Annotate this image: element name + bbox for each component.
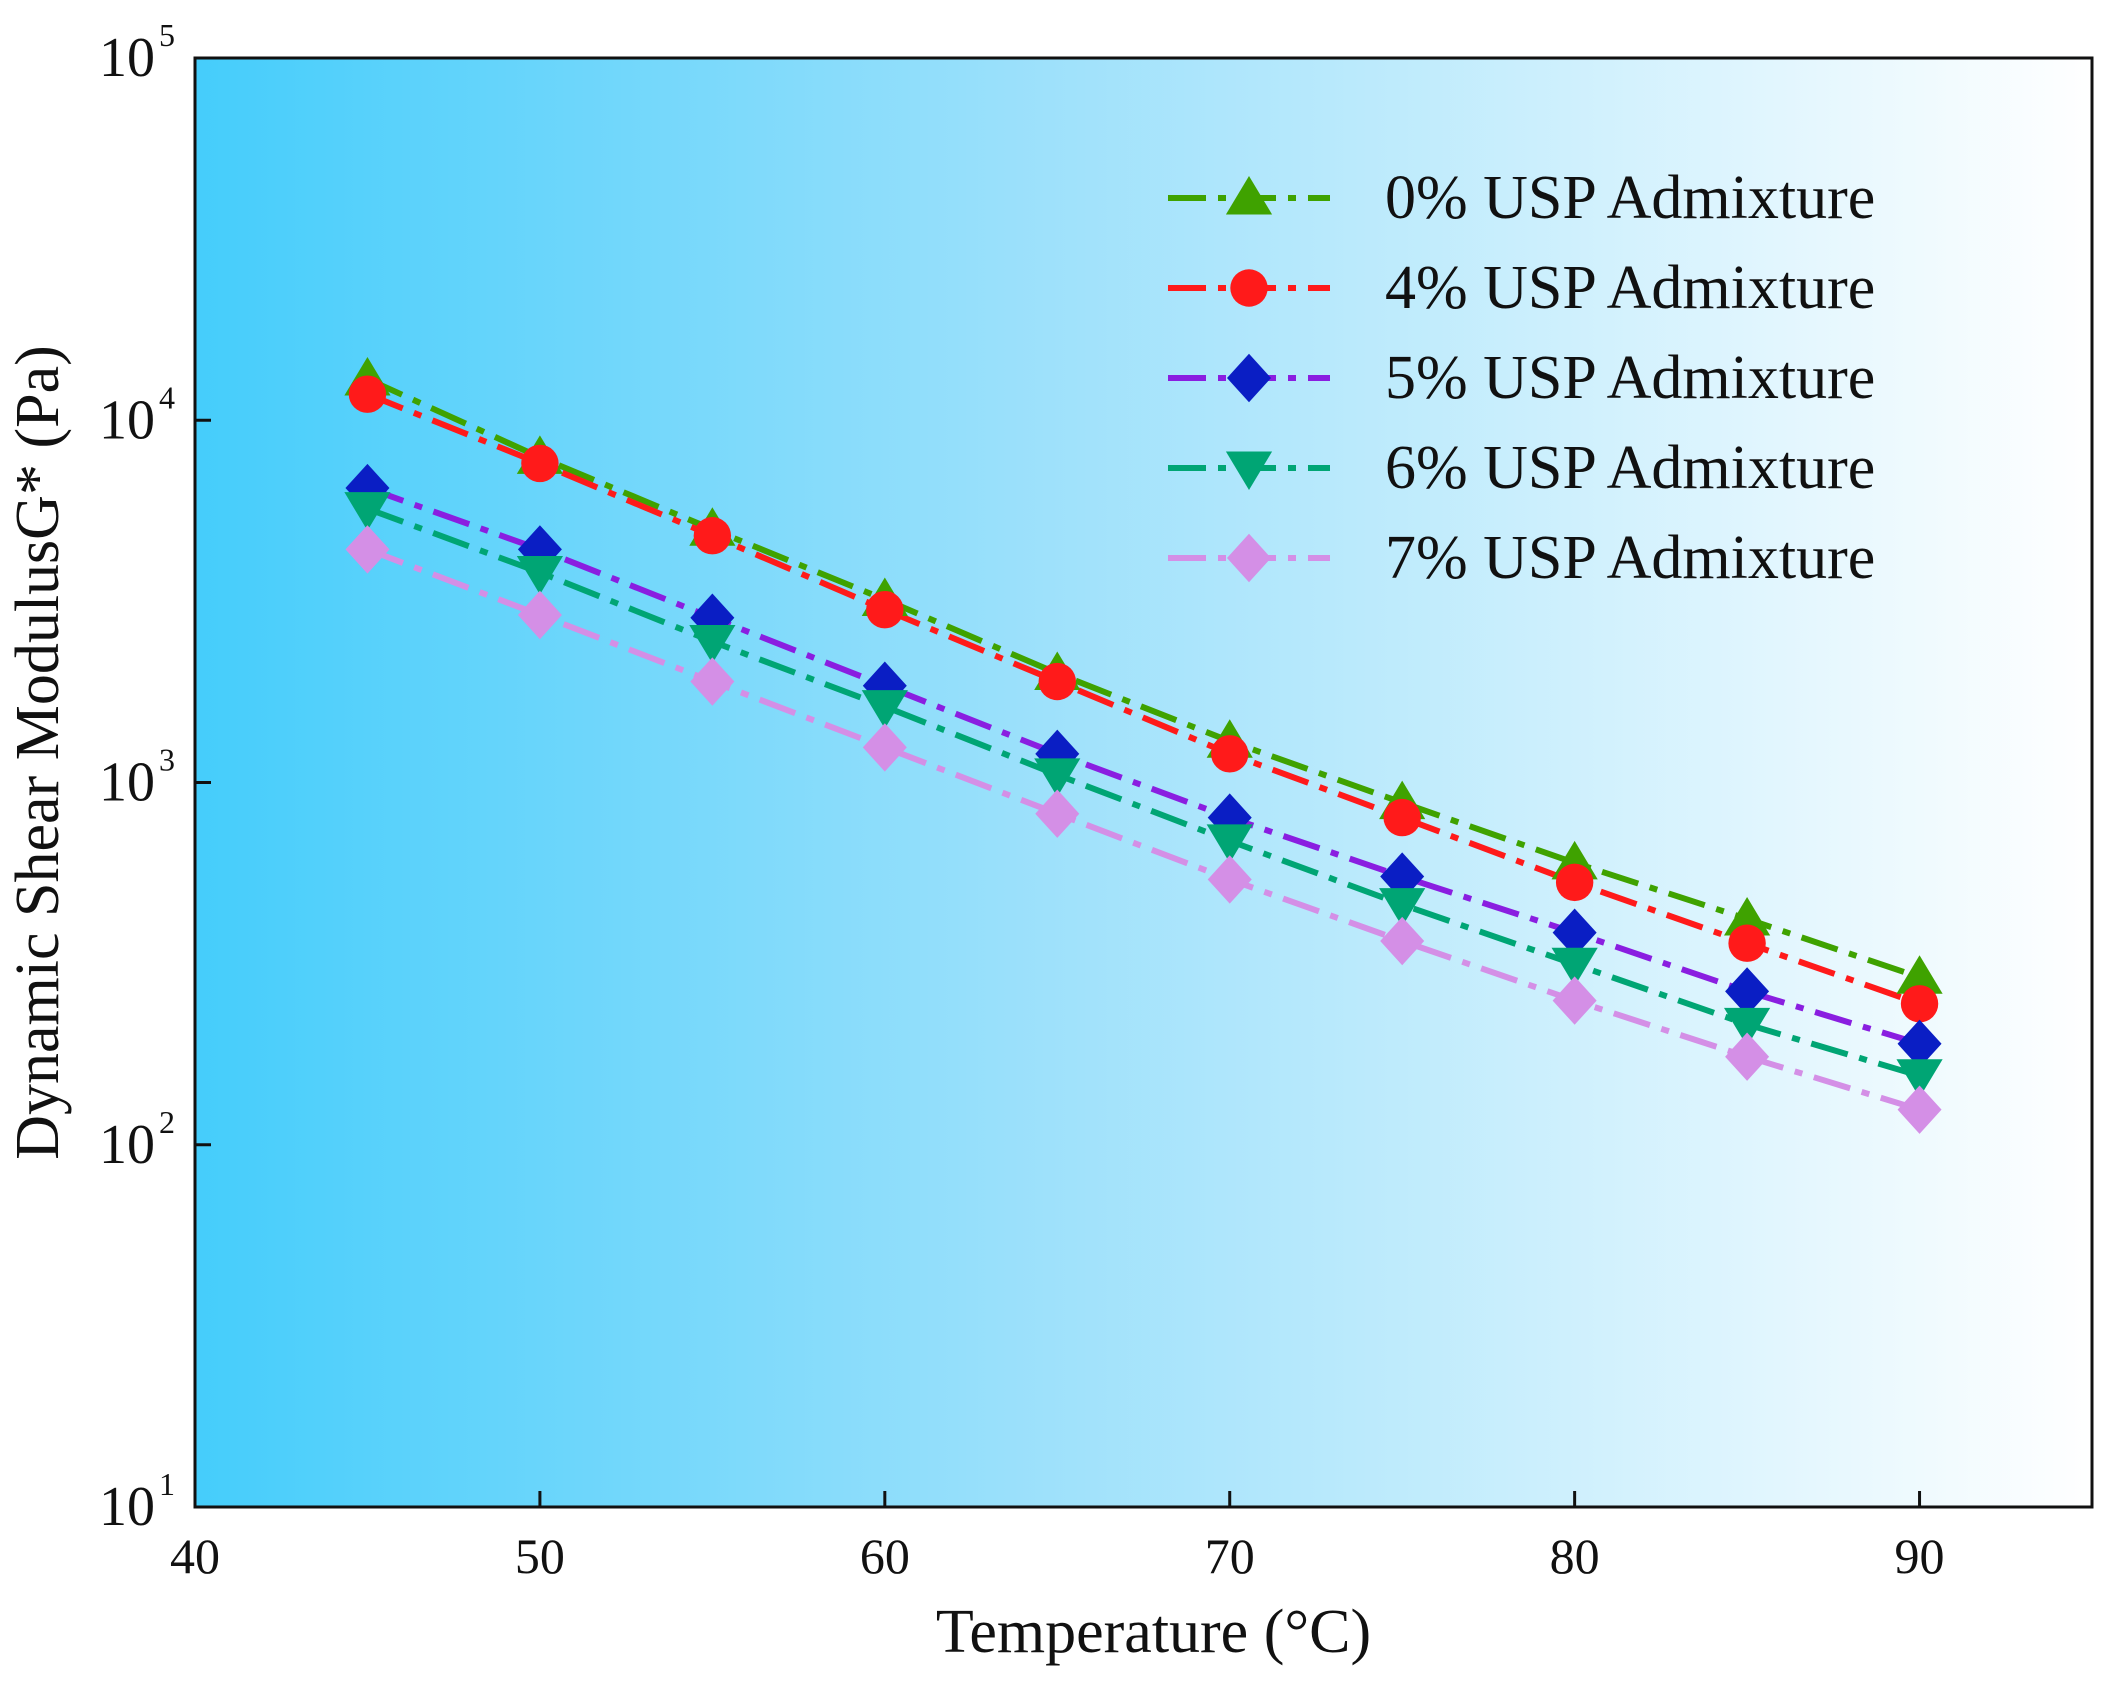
data-point-s1-1 bbox=[521, 444, 559, 483]
data-point-s3-7 bbox=[1551, 947, 1598, 987]
data-point-s0-8 bbox=[1723, 896, 1771, 936]
data-point-s3-6 bbox=[1379, 888, 1426, 927]
y-tick-base: 10 bbox=[99, 1476, 155, 1538]
y-tick-base: 10 bbox=[99, 389, 155, 451]
data-point-s3-5 bbox=[1206, 824, 1253, 863]
y-tick-label: 10 5 bbox=[99, 17, 175, 89]
legend-marker bbox=[1225, 176, 1273, 215]
data-point-s3-8 bbox=[1723, 1007, 1771, 1047]
legend-marker bbox=[1227, 353, 1271, 403]
data-point-s4-2 bbox=[690, 657, 735, 706]
legend-entry-0: 0% USP Admixture bbox=[1168, 164, 1875, 232]
data-point-s2-1 bbox=[517, 525, 562, 574]
data-point-s2-9 bbox=[1897, 1019, 1942, 1068]
data-point-s2-7 bbox=[1552, 908, 1597, 957]
data-point-s0-9 bbox=[1896, 955, 1943, 994]
series-line-3 bbox=[366, 505, 1921, 1079]
legend-marker bbox=[1230, 269, 1268, 307]
y-tick-base: 10 bbox=[99, 752, 155, 814]
data-point-s4-1 bbox=[517, 590, 562, 640]
y-tick-exponent: 4 bbox=[159, 379, 175, 415]
data-point-s2-6 bbox=[1380, 852, 1425, 901]
legend-label: 6% USP Admixture bbox=[1385, 434, 1875, 502]
x-tick-label: 80 bbox=[1550, 1528, 1600, 1584]
x-tick-label: 60 bbox=[860, 1528, 910, 1584]
data-point-s4-7 bbox=[1552, 976, 1597, 1025]
data-point-s3-3 bbox=[861, 690, 908, 729]
data-point-s2-0 bbox=[345, 463, 390, 513]
legend-marker bbox=[1227, 533, 1271, 583]
legend-entry-1: 4% USP Admixture bbox=[1168, 254, 1875, 322]
x-tick-label: 40 bbox=[170, 1528, 220, 1584]
y-tick-base: 10 bbox=[99, 1114, 155, 1176]
x-tick-label: 50 bbox=[515, 1528, 565, 1584]
data-point-s4-6 bbox=[1380, 916, 1425, 966]
data-point-s4-8 bbox=[1725, 1032, 1770, 1081]
legend-label: 0% USP Admixture bbox=[1385, 164, 1875, 232]
data-point-s3-1 bbox=[516, 555, 564, 595]
legend-entry-4: 7% USP Admixture bbox=[1168, 524, 1875, 592]
y-tick-exponent: 2 bbox=[159, 1104, 175, 1140]
data-point-s2-2 bbox=[690, 593, 735, 642]
legend-label: 5% USP Admixture bbox=[1385, 344, 1875, 412]
x-axis-title: Temperature (°C) bbox=[936, 1598, 1371, 1666]
y-axis-title: Dynamic Shear ModulusG* (Pa) bbox=[4, 345, 72, 1159]
data-point-s1-4 bbox=[1038, 662, 1076, 701]
data-point-s1-6 bbox=[1383, 798, 1421, 837]
data-point-s1-2 bbox=[693, 517, 732, 555]
legend-entry-3: 6% USP Admixture bbox=[1168, 434, 1875, 502]
legend: 0% USP Admixture 4% USP Admixture 5% USP A… bbox=[1168, 164, 1875, 592]
x-tick-label: 90 bbox=[1895, 1528, 1945, 1584]
legend-marker bbox=[1225, 451, 1273, 490]
data-point-s4-4 bbox=[1035, 789, 1080, 838]
data-point-s2-8 bbox=[1725, 967, 1770, 1016]
y-tick-base: 10 bbox=[99, 27, 155, 89]
y-tick-exponent: 5 bbox=[159, 17, 175, 53]
y-tick-exponent: 3 bbox=[159, 742, 175, 778]
data-point-s1-9 bbox=[1900, 985, 1939, 1023]
y-tick-label: 10 4 bbox=[99, 379, 175, 451]
data-point-s1-7 bbox=[1555, 863, 1594, 902]
legend-label: 7% USP Admixture bbox=[1385, 524, 1875, 592]
series-markers bbox=[344, 356, 1943, 1134]
y-tick-exponent: 1 bbox=[159, 1466, 175, 1502]
legend-label: 4% USP Admixture bbox=[1385, 254, 1875, 322]
series-lines bbox=[366, 376, 1921, 1113]
x-tick-label: 70 bbox=[1205, 1528, 1255, 1584]
series-line-0 bbox=[366, 376, 1921, 981]
data-point-s1-5 bbox=[1211, 735, 1249, 773]
data-point-s3-4 bbox=[1034, 758, 1081, 797]
y-tick-label: 10 3 bbox=[99, 742, 175, 814]
data-point-s1-3 bbox=[866, 590, 904, 629]
data-point-s2-4 bbox=[1035, 729, 1080, 779]
y-tick-label: 10 1 bbox=[99, 1466, 175, 1538]
data-point-s4-9 bbox=[1897, 1085, 1942, 1134]
data-point-s2-5 bbox=[1207, 793, 1252, 842]
data-point-s3-0 bbox=[344, 492, 391, 531]
data-point-s1-0 bbox=[348, 375, 387, 413]
data-point-s3-9 bbox=[1896, 1059, 1943, 1098]
legend-entry-2: 5% USP Admixture bbox=[1168, 344, 1875, 412]
series-line-1 bbox=[366, 391, 1921, 1007]
plot-background bbox=[195, 58, 2092, 1507]
data-point-s1-8 bbox=[1728, 924, 1766, 962]
data-point-s4-5 bbox=[1207, 855, 1252, 904]
data-point-s3-2 bbox=[689, 625, 736, 664]
data-point-s4-3 bbox=[862, 723, 907, 772]
y-tick-label: 10 2 bbox=[99, 1104, 175, 1176]
data-point-s4-0 bbox=[345, 525, 390, 574]
